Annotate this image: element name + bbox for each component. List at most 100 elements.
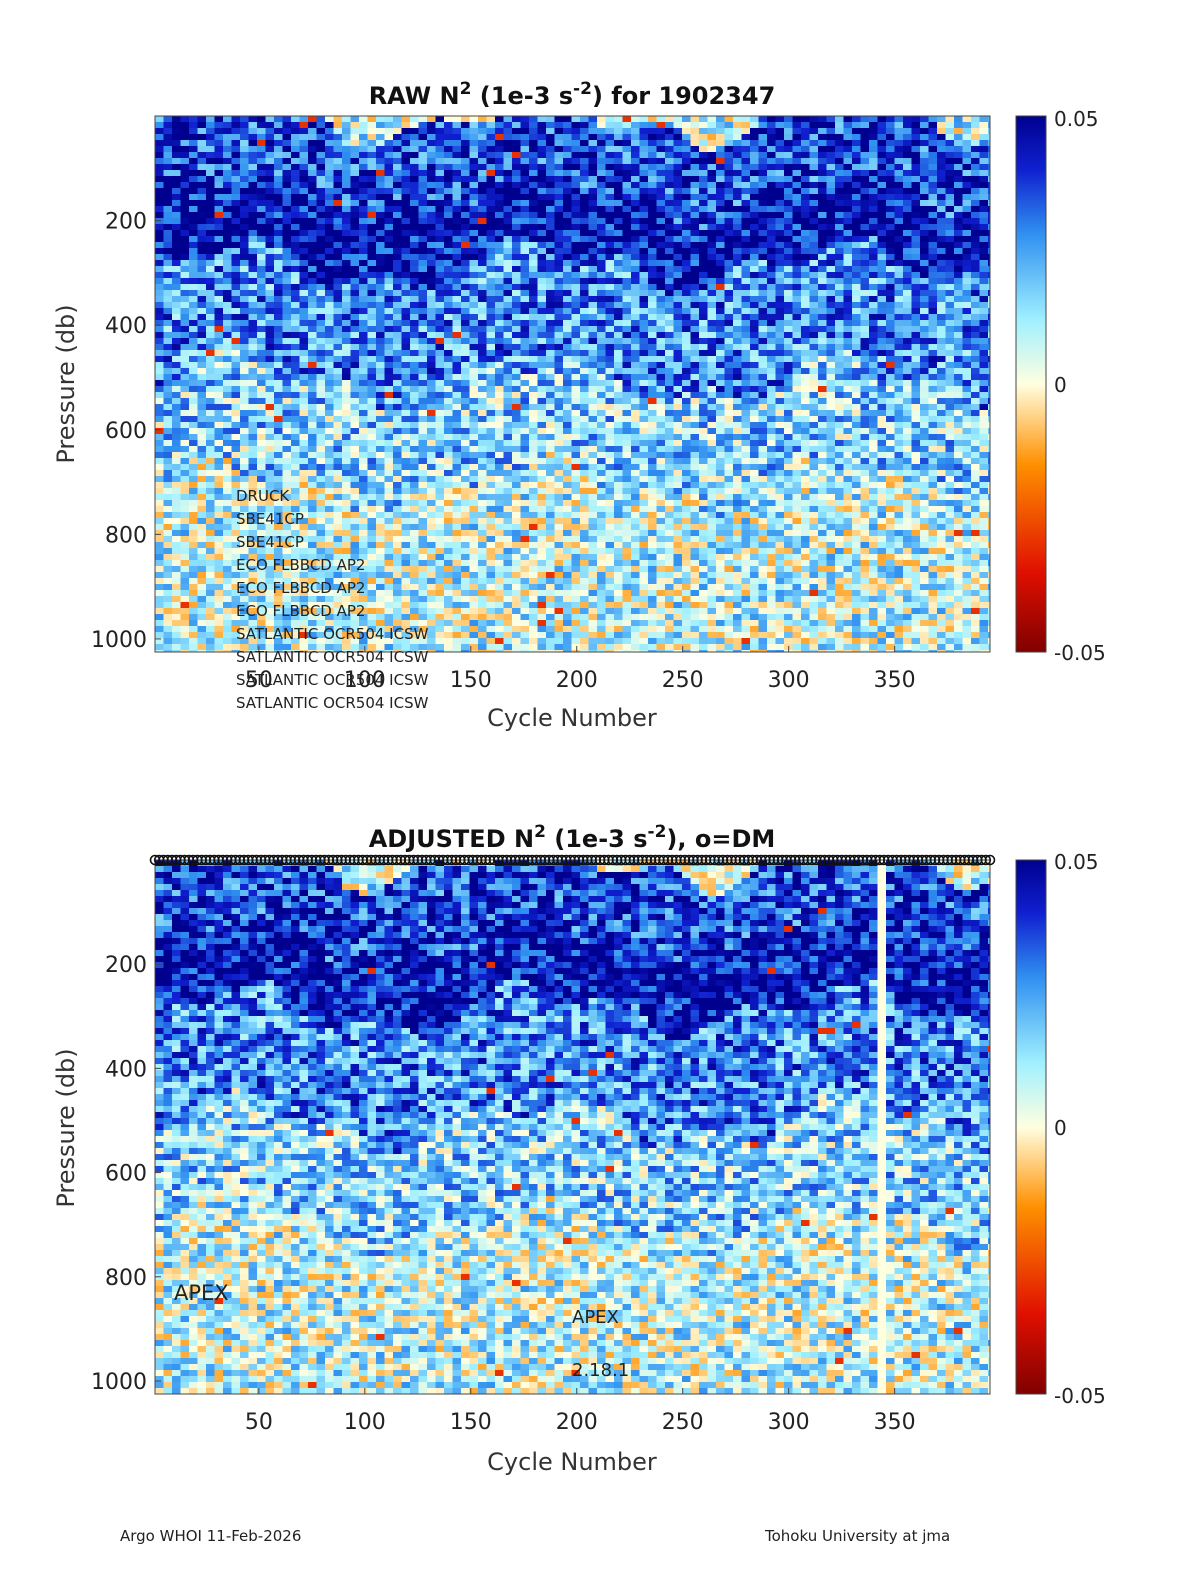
heatmap-cell xyxy=(282,434,292,441)
heatmap-cell xyxy=(588,194,598,201)
heatmap-cell xyxy=(495,296,504,303)
heatmap-cell xyxy=(291,500,300,507)
heatmap-cell xyxy=(342,284,351,291)
heatmap-cell xyxy=(554,506,564,513)
heatmap-cell xyxy=(359,650,368,653)
heatmap-cell xyxy=(206,542,215,549)
heatmap-cell xyxy=(257,512,266,519)
heatmap-cell xyxy=(401,458,411,465)
heatmap-cell xyxy=(393,494,402,501)
heatmap-cell xyxy=(597,590,606,597)
heatmap-cell xyxy=(325,302,334,309)
heatmap-cell xyxy=(588,626,598,633)
heatmap-cell xyxy=(503,482,513,489)
heatmap-cell xyxy=(376,152,385,159)
heatmap-cell xyxy=(240,548,249,555)
heatmap-cell xyxy=(359,638,368,645)
heatmap-cell xyxy=(376,482,385,489)
heatmap-cell xyxy=(393,344,402,351)
heatmap-cell xyxy=(265,602,275,609)
heatmap-cell xyxy=(580,134,589,141)
heatmap-cell xyxy=(257,404,266,411)
heatmap-cell xyxy=(537,218,547,225)
heatmap-cell xyxy=(410,476,419,483)
heatmap-cell xyxy=(622,314,632,321)
heatmap-cell xyxy=(452,230,462,237)
heatmap-cell xyxy=(359,380,368,387)
heatmap-cell xyxy=(512,422,521,429)
heatmap-cell xyxy=(452,578,462,585)
heatmap-cell xyxy=(529,266,538,273)
heatmap-cell xyxy=(231,332,241,339)
heatmap-cell xyxy=(291,512,300,519)
heatmap-cell xyxy=(282,290,292,297)
heatmap-cell xyxy=(444,170,453,177)
heatmap-cell xyxy=(316,266,326,273)
heatmap-cell xyxy=(529,164,538,171)
heatmap-cell xyxy=(206,314,215,321)
heatmap-cell xyxy=(622,380,632,387)
heatmap-cell xyxy=(308,362,317,369)
heatmap-cell xyxy=(172,218,181,225)
heatmap-cell xyxy=(282,116,292,123)
heatmap-cell xyxy=(401,296,411,303)
heatmap-cell xyxy=(554,164,564,171)
heatmap-cell xyxy=(248,128,258,135)
heatmap-cell xyxy=(444,368,453,375)
heatmap-cell xyxy=(478,476,487,483)
heatmap-cell xyxy=(367,566,377,573)
heatmap-cell xyxy=(308,236,317,243)
heatmap-cell xyxy=(316,128,326,135)
heatmap-cell xyxy=(418,446,428,453)
heatmap-cell xyxy=(155,152,164,159)
heatmap-cell xyxy=(529,542,538,549)
heatmap-cell xyxy=(435,236,445,243)
heatmap-cell xyxy=(350,338,360,345)
heatmap-cell xyxy=(486,188,496,195)
heatmap-cell xyxy=(180,482,190,489)
heatmap-cell xyxy=(163,590,173,597)
heatmap-cell xyxy=(520,308,530,315)
heatmap-cell xyxy=(537,452,547,459)
heatmap-cell xyxy=(597,650,606,653)
heatmap-cell xyxy=(214,506,224,513)
heatmap-cell xyxy=(291,242,300,249)
heatmap-cell xyxy=(418,368,428,375)
heatmap-cell xyxy=(316,236,326,243)
heatmap-cell xyxy=(265,398,275,405)
heatmap-cell xyxy=(257,488,266,495)
heatmap-cell xyxy=(529,302,538,309)
heatmap-cell xyxy=(486,128,496,135)
heatmap-cell xyxy=(512,476,521,483)
heatmap-cell xyxy=(316,176,326,183)
heatmap-cell xyxy=(231,152,241,159)
heatmap-cell xyxy=(197,476,207,483)
heatmap-cell xyxy=(418,272,428,279)
heatmap-cell xyxy=(231,410,241,417)
heatmap-cell xyxy=(189,500,198,507)
heatmap-cell xyxy=(469,368,479,375)
heatmap-cell xyxy=(503,290,513,297)
heatmap-cell xyxy=(308,344,317,351)
heatmap-cell xyxy=(537,548,547,555)
heatmap-cell xyxy=(257,170,266,177)
heatmap-cell xyxy=(282,308,292,315)
heatmap-cell xyxy=(461,194,470,201)
heatmap-cell xyxy=(299,338,309,345)
heatmap-cell xyxy=(418,518,428,525)
heatmap-cell xyxy=(512,242,521,249)
heatmap-cell xyxy=(299,194,309,201)
heatmap-cell xyxy=(554,416,564,423)
heatmap-cell xyxy=(282,284,292,291)
heatmap-cell xyxy=(554,362,564,369)
heatmap-cell xyxy=(180,632,190,639)
heatmap-cell xyxy=(163,146,173,153)
heatmap-cell xyxy=(240,212,249,219)
heatmap-cell xyxy=(384,206,394,213)
heatmap-cell xyxy=(614,212,623,219)
heatmap-cell xyxy=(223,344,232,351)
heatmap-cell xyxy=(605,650,615,653)
heatmap-cell xyxy=(265,554,275,561)
heatmap-cell xyxy=(597,326,606,333)
heatmap-cell xyxy=(563,566,572,573)
